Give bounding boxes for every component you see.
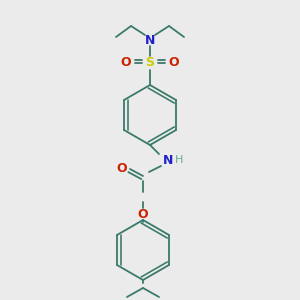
Text: O: O [138,208,148,221]
Text: O: O [121,56,131,70]
Text: O: O [169,56,179,70]
Text: N: N [163,154,173,166]
Text: O: O [117,163,127,176]
Text: S: S [146,56,154,70]
Text: N: N [145,34,155,46]
Text: H: H [175,155,183,165]
